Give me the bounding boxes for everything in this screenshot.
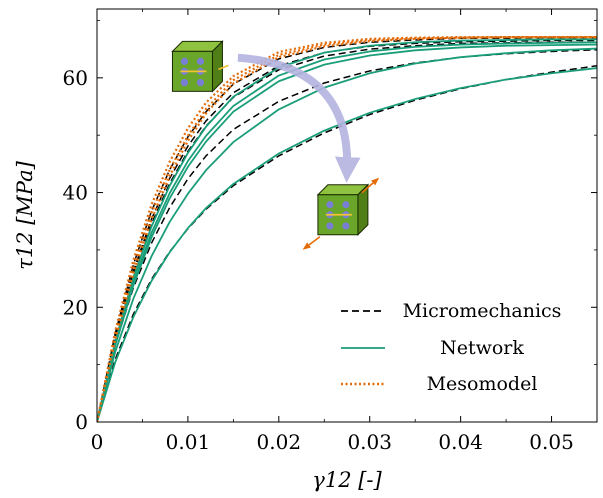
network-curve-3 — [97, 43, 597, 422]
y-tick-label: 40 — [63, 181, 88, 205]
network-curve-5 — [97, 67, 597, 422]
mesomodel-curve-3 — [97, 36, 597, 422]
network-curve-1 — [97, 38, 597, 422]
transition-arrow — [237, 53, 361, 183]
legend-entry-micromechanics: Micromechanics — [341, 300, 561, 322]
annotation-layer — [171, 40, 380, 250]
ticks-layer: 0 0.01 0.02 0.03 0.04 0.05 0 20 40 60 — [63, 9, 597, 454]
x-tick-label: 0.03 — [347, 430, 392, 454]
y-tick-label: 0 — [75, 410, 88, 434]
legend-label: Micromechanics — [403, 300, 562, 322]
legend-entry-network: Network — [341, 337, 524, 359]
legend-entry-mesomodel: Mesomodel — [341, 373, 537, 395]
legend-label: Mesomodel — [427, 373, 538, 395]
x-tick-label: 0.05 — [529, 430, 574, 454]
mesomodel-curve-2 — [97, 36, 597, 422]
x-tick-label: 0.04 — [438, 430, 483, 454]
x-axis-title: γ12 [-] — [312, 468, 382, 492]
network-curve-2 — [97, 41, 597, 422]
y-axis-title: τ12 [MPa] — [13, 160, 37, 269]
unloaded-cube-icon — [171, 40, 229, 93]
x-tick-label: 0.02 — [257, 430, 302, 454]
micromechanics-curve-5 — [97, 65, 597, 422]
plot-frame — [96, 8, 598, 423]
network-curve-4 — [97, 47, 597, 422]
y-tick-label: 20 — [63, 295, 88, 319]
legend-label: Network — [440, 337, 524, 359]
curves-layer — [97, 36, 597, 422]
y-tick-label: 60 — [63, 66, 88, 90]
micromechanics-curve-4 — [97, 48, 597, 422]
legend: Micromechanics Network Mesomodel — [341, 300, 561, 395]
x-tick-label: 0.01 — [166, 430, 211, 454]
sheared-cube-icon — [302, 177, 380, 250]
micromechanics-curve-2 — [97, 39, 597, 422]
x-tick-label: 0 — [91, 430, 104, 454]
